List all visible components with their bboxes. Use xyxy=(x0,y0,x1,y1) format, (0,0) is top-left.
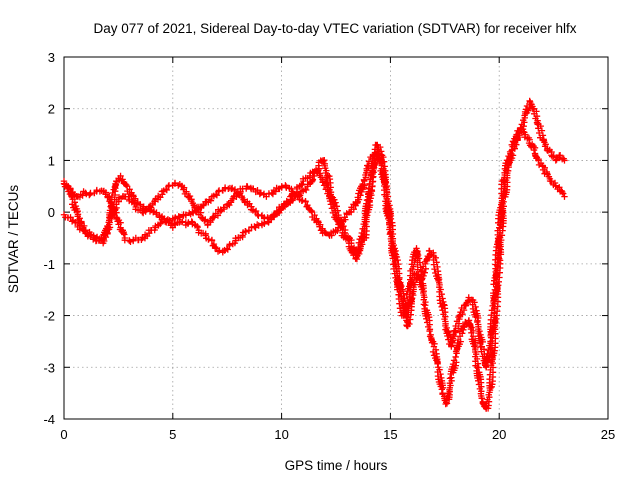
x-axis-label: GPS time / hours xyxy=(285,458,388,473)
x-tick-label: 10 xyxy=(274,427,288,442)
chart-title: Day 077 of 2021, Sidereal Day-to-day VTE… xyxy=(94,21,577,36)
plot-frame xyxy=(63,56,609,420)
x-tick-labels: 0 5 10 15 20 25 xyxy=(60,427,615,442)
y-tick-label: -2 xyxy=(43,309,55,324)
data-point xyxy=(561,193,568,200)
series-trace xyxy=(61,159,379,263)
y-tick-label: 3 xyxy=(48,50,55,65)
axis-ticks xyxy=(63,56,609,420)
y-tick-labels: -4 -3 -2 -1 0 1 2 3 xyxy=(43,50,55,427)
x-tick-label: 15 xyxy=(383,427,397,442)
series-2 xyxy=(60,125,568,412)
x-tick-label: 5 xyxy=(169,427,176,442)
y-tick-label: -1 xyxy=(43,257,55,272)
y-tick-label: -3 xyxy=(43,360,55,375)
data-point xyxy=(452,353,459,361)
y-tick-label: 1 xyxy=(48,153,55,168)
data-marks xyxy=(60,97,568,412)
y-tick-label: 2 xyxy=(48,102,55,117)
series-trace xyxy=(61,98,567,370)
data-point xyxy=(469,333,477,340)
x-tick-label: 0 xyxy=(60,427,67,442)
y-axis-label: SDTVAR / TECUs xyxy=(6,185,21,294)
data-point xyxy=(60,177,68,185)
x-tick-label: 25 xyxy=(601,427,615,442)
y-tick-label: 0 xyxy=(48,205,55,220)
series-1 xyxy=(60,97,568,371)
series-3 xyxy=(60,157,379,263)
series-trace xyxy=(62,125,567,412)
x-tick-label: 20 xyxy=(492,427,506,442)
y-tick-label: -4 xyxy=(43,412,55,427)
